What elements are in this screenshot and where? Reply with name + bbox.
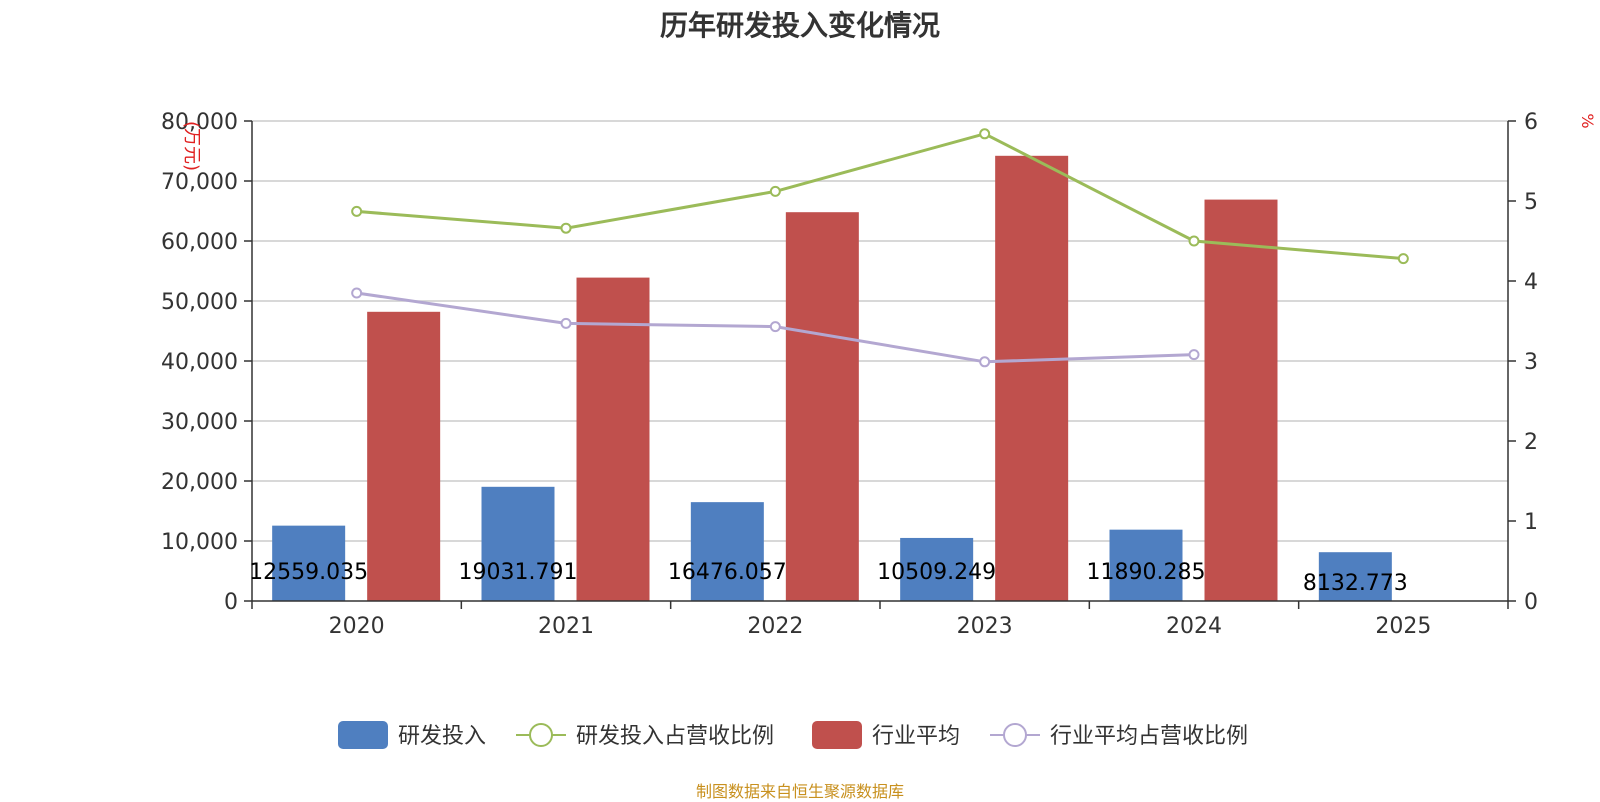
line-point xyxy=(979,128,991,140)
line-point xyxy=(979,356,991,368)
y-left-tick-label: 50,000 xyxy=(161,290,238,315)
line-point xyxy=(1188,349,1200,361)
bar-industry-average xyxy=(576,277,650,601)
y-right-tick-label: 4 xyxy=(1524,270,1538,295)
line-point xyxy=(351,205,363,217)
legend: 研发投入 研发投入占营收比例 行业平均 行业平均占营收比例 xyxy=(338,721,1248,749)
y-left-tick-label: 70,000 xyxy=(161,170,238,195)
y-right-tick-label: 1 xyxy=(1524,510,1538,535)
legend-item[interactable]: 研发投入 xyxy=(338,721,486,749)
bar-value-label: 8132.773 xyxy=(1303,571,1408,596)
bar-industry-average xyxy=(367,311,441,601)
y-left-tick-label: 10,000 xyxy=(161,530,238,555)
bar-rd-investment xyxy=(1109,529,1183,601)
x-tick-label: 2022 xyxy=(747,614,803,639)
y-right-tick-label: 2 xyxy=(1524,430,1538,455)
bar-industry-average xyxy=(995,155,1069,602)
series-lines xyxy=(351,128,1409,368)
legend-label: 研发投入 xyxy=(398,724,486,749)
y-right-tick-label: 5 xyxy=(1524,190,1538,215)
bar-rd-investment xyxy=(272,525,346,601)
legend-item[interactable]: 行业平均占营收比例 xyxy=(990,723,1248,749)
axes: 0 10,000 20,000 30,000 40,000 50,000 60,000 70,… xyxy=(161,110,1597,639)
bar-value-label: 11890.285 xyxy=(1087,560,1206,585)
bars xyxy=(272,155,1392,602)
source-note: 制图数据来自恒生聚源数据库 xyxy=(695,782,904,801)
bar-rd-investment xyxy=(900,537,974,601)
legend-label: 研发投入占营收比例 xyxy=(576,724,774,749)
y-left-tick-label: 20,000 xyxy=(161,470,238,495)
y-left-tick-label: 0 xyxy=(224,590,238,615)
legend-item[interactable]: 行业平均 xyxy=(812,721,960,749)
x-tick-label: 2024 xyxy=(1166,614,1222,639)
bar-rd-investment xyxy=(690,502,764,601)
y-left-tick-label: 60,000 xyxy=(161,230,238,255)
line-point xyxy=(769,185,781,197)
legend-marker xyxy=(529,723,553,747)
bar-value-label: 16476.057 xyxy=(668,560,787,585)
legend-label: 行业平均 xyxy=(872,724,960,749)
bar-value-label: 10509.249 xyxy=(877,560,996,585)
series-line-rd-ratio xyxy=(356,132,1404,261)
x-tick-label: 2025 xyxy=(1375,614,1431,639)
y-right-tick-label: 6 xyxy=(1524,110,1538,135)
chart-title: 历年研发投入变化情况 xyxy=(659,9,940,42)
y-left-axis-label: (万元) xyxy=(181,121,202,171)
x-tick-label: 2021 xyxy=(538,614,594,639)
line-point xyxy=(560,222,572,234)
legend-label: 行业平均占营收比例 xyxy=(1050,724,1248,749)
legend-swatch xyxy=(338,721,388,749)
y-left-tick-label: 40,000 xyxy=(161,350,238,375)
y-right-tick-label: 3 xyxy=(1524,350,1538,375)
y-right-axis-label: % xyxy=(1578,113,1597,128)
bar-industry-average xyxy=(1204,199,1278,601)
legend-item[interactable]: 研发投入占营收比例 xyxy=(516,723,774,749)
bar-industry-average xyxy=(785,212,859,601)
line-point xyxy=(560,317,572,329)
bar-rd-investment xyxy=(481,486,555,601)
legend-swatch xyxy=(812,721,862,749)
grid-lines xyxy=(252,120,1508,542)
line-point xyxy=(1188,235,1200,247)
y-left-tick-label: 80,000 xyxy=(161,110,238,135)
line-point xyxy=(351,287,363,299)
bar-value-label: 19031.791 xyxy=(459,560,578,585)
line-point xyxy=(769,321,781,333)
x-tick-label: 2023 xyxy=(957,614,1013,639)
y-right-tick-label: 0 xyxy=(1524,590,1538,615)
line-point xyxy=(1397,253,1409,265)
bar-rd-investment xyxy=(1318,552,1392,601)
data-labels: 12559.035 19031.791 16476.057 10509.249 1189… xyxy=(249,560,1408,596)
legend-marker xyxy=(1003,723,1027,747)
bar-value-label: 12559.035 xyxy=(249,560,368,585)
y-left-tick-label: 30,000 xyxy=(161,410,238,435)
x-tick-label: 2020 xyxy=(329,614,385,639)
chart-canvas: 0 10,000 20,000 30,000 40,000 50,000 60,000 70,… xyxy=(161,110,1597,749)
